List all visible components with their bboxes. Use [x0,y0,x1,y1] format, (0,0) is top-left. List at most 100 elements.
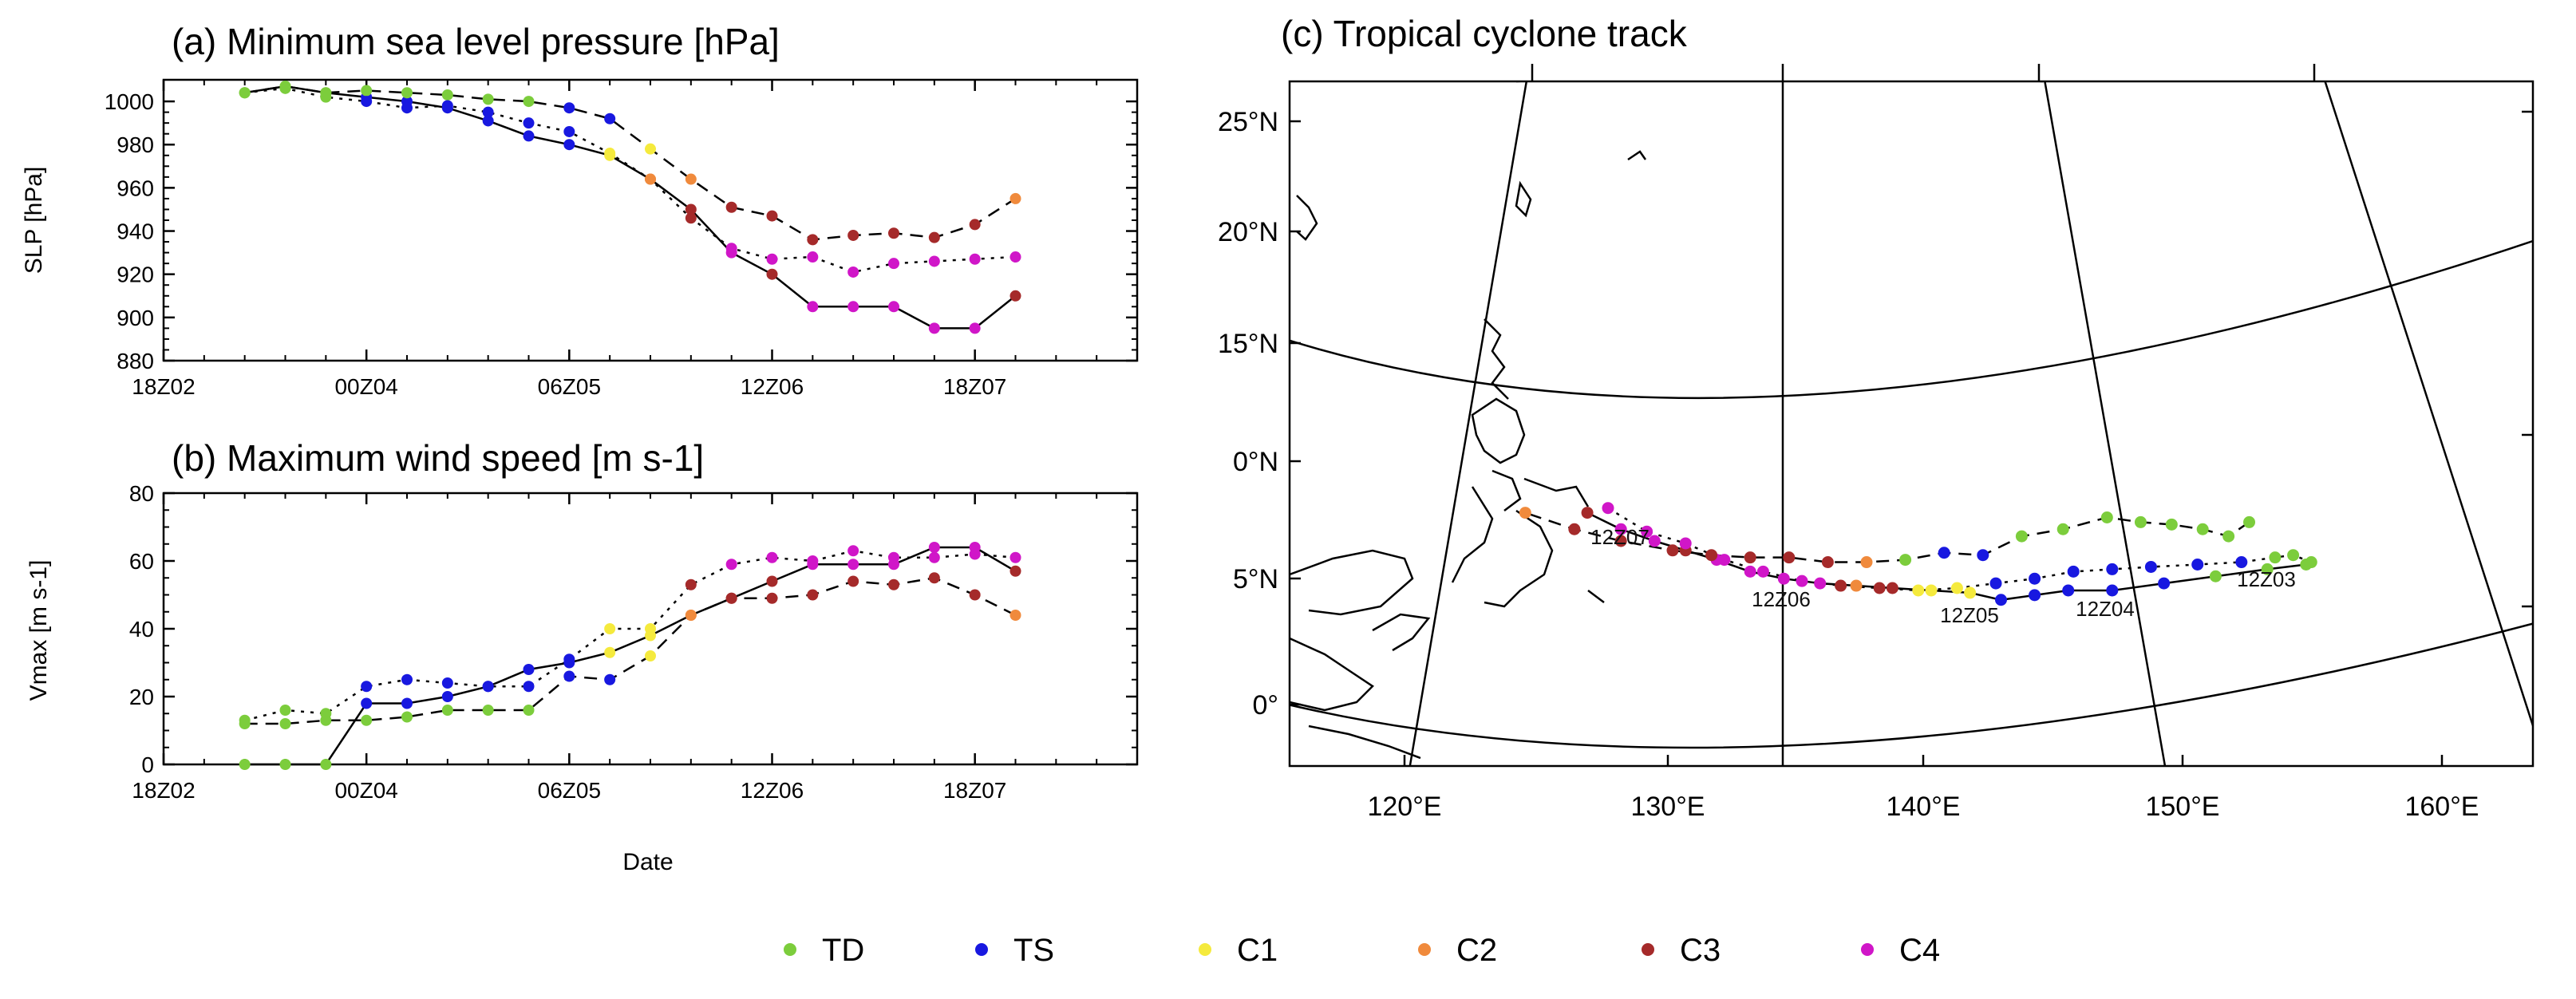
vmax-point-solid [441,691,453,702]
track-point-dashed [1519,507,1531,519]
vmax-point-dashed [969,589,981,601]
vmax-point-dashed [928,572,940,584]
track-point-dotted [2305,556,2317,569]
vmax-point-solid [766,575,778,587]
legend-label-ts: TS [1013,933,1054,968]
track-point-dotted [2029,572,2041,585]
track-point-solid [1581,507,1594,519]
track-point-solid [1744,565,1756,578]
slp-point-dashed [401,87,413,99]
vmax-point-solid [847,559,859,571]
parallel-line [1516,81,2043,83]
vmax-point-solid [239,759,251,770]
slp-ytick-label: 980 [117,132,154,157]
meridian-line [2044,81,2167,766]
vmax-series-solid [244,546,1017,766]
vmax-ytick-label: 40 [129,617,154,642]
track-point-dotted [1912,584,1925,597]
legend-marker-c4 [1861,943,1874,956]
map-lon-label: 140°E [1886,792,1960,822]
slp-point-dashed [766,210,778,222]
slp-point-solid [888,301,899,313]
legend-marker-td [784,943,796,956]
track-time-label: 12Z04 [2076,597,2135,621]
track-point-dotted [1873,582,1886,594]
coastline-borneo [1290,549,1414,616]
slp-point-dotted [523,117,535,129]
legend-marker-c1 [1199,943,1211,956]
track-point-dashed [2196,523,2209,535]
vmax-point-dotted [1009,551,1021,563]
panel-c-track-map: (c) Tropical cyclone track [1218,13,2535,822]
track-point-solid [1814,577,1827,590]
vmax-point-solid [361,697,373,709]
track-point-dashed [1938,547,1950,559]
track-point-dashed [1821,556,1834,569]
slp-xtick-label: 18Z02 [132,374,195,399]
track-point-solid [1614,523,1627,535]
coastline [1296,195,1318,241]
slp-point-dotted [441,100,453,112]
vmax-point-dotted [523,681,535,693]
vmax-xtick-label: 06Z05 [538,778,601,803]
vmax-point-dotted [645,623,656,634]
vmax-point-dashed [563,670,575,682]
track-point-solid [2062,584,2075,597]
slp-point-dashed [563,102,575,114]
track-point-dotted [1602,502,1614,515]
slp-point-dashed [807,234,819,246]
slp-point-solid [482,115,494,127]
vmax-point-dotted [320,708,332,720]
vmax-point-dotted [928,551,940,563]
vmax-point-dashed [847,575,859,587]
track-point-solid [1850,579,1863,592]
coastline [1451,486,1494,583]
vmax-point-dashed [725,592,737,604]
map-lat-label: 0° [1252,690,1278,721]
meridian-line [2324,81,2533,729]
track-time-label: 12Z05 [1940,603,1999,627]
vmax-point-dotted [604,623,616,634]
slp-point-dashed [888,227,899,239]
vmax-xtick-label: 12Z06 [741,778,804,803]
track-point-dashed [1783,551,1796,564]
slp-point-dotted [482,106,494,118]
track-point-solid [1925,584,1938,597]
map-frame [1288,80,2535,768]
slp-xtick-label: 00Z04 [334,374,397,399]
map-lat-label: 25°N [1218,107,1278,137]
slp-ytick-label: 1000 [105,89,154,114]
vmax-xtick-label: 18Z02 [132,778,195,803]
slp-point-dotted [1009,251,1021,263]
vmax-point-dotted [847,545,859,557]
map-lat-label: 5°N [1233,564,1278,594]
parallel-line [1290,622,2533,749]
vmax-point-dotted [401,673,413,685]
map-lon-label: 160°E [2404,792,2479,822]
track-point-dotted [1989,577,2002,590]
map-lon-label: 150°E [2145,792,2219,822]
coastline [1627,150,1647,161]
slp-xtick-label: 18Z07 [943,374,1006,399]
slp-series-solid [244,85,1017,330]
slp-point-solid [685,203,697,215]
panel-b-series [239,542,1021,770]
coastline-sulawesi [1372,613,1431,652]
coastline-mindanao [1484,509,1554,608]
coastline-taiwan [1515,180,1532,218]
slp-point-solid [766,268,778,280]
map-graticule-and-land [1290,81,2533,766]
track-point-dotted [2235,556,2248,569]
coastline [1290,637,1374,712]
slp-point-solid [1009,290,1021,302]
vmax-point-dashed [685,610,697,621]
slp-ytick-label: 940 [117,219,154,244]
track-point-dashed [2165,518,2178,531]
track-point-dashed [1977,549,1989,562]
legend-marker-ts [975,943,988,956]
map-lat-label: 20°N [1218,217,1278,247]
panel-a-axes: 880 900 920 940 960 980 1000 18Z02 00Z04 06Z05 12Z… [105,80,1137,399]
track-point-dotted [1835,579,1847,592]
panel-a-slp-chart: (a) Minimum sea level pressure [hPa] SLP… [21,21,1139,399]
